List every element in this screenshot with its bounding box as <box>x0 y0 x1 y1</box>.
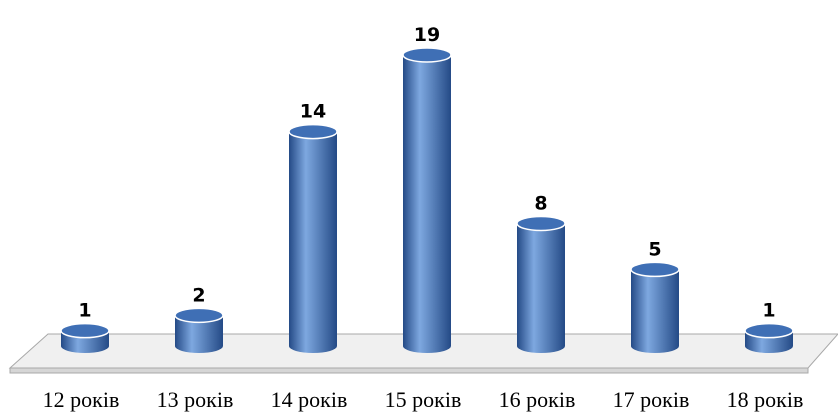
data-label: 1 <box>762 300 775 322</box>
chart-floor-edge <box>9 367 809 374</box>
data-label: 1 <box>78 300 91 322</box>
bar-4 <box>516 215 566 353</box>
bar-2 <box>288 123 338 353</box>
bar-body <box>403 55 451 353</box>
bar-body <box>631 269 679 353</box>
bar-3 <box>402 47 452 353</box>
bar-body <box>175 315 223 353</box>
x-tick-label: 12 років <box>43 387 120 412</box>
data-label: 8 <box>534 192 547 214</box>
data-label: 2 <box>192 284 205 306</box>
bar-top <box>630 261 680 278</box>
bar-5 <box>630 261 680 353</box>
x-tick-label: 15 років <box>385 387 462 412</box>
x-tick-label: 16 років <box>499 387 576 412</box>
bar-1 <box>174 307 224 353</box>
x-tick-label: 18 років <box>727 387 804 412</box>
bar-top <box>60 322 110 339</box>
bar-top <box>288 123 338 140</box>
data-label: 19 <box>414 24 440 46</box>
bar-6 <box>744 322 794 353</box>
bar-body <box>517 223 565 353</box>
bar-top <box>174 307 224 324</box>
bar-body <box>289 131 337 353</box>
data-label: 14 <box>300 101 326 123</box>
x-tick-label: 13 років <box>157 387 234 412</box>
x-tick-label: 14 років <box>271 387 348 412</box>
x-tick-label: 17 років <box>613 387 690 412</box>
bar-top <box>744 322 794 339</box>
bar-top <box>516 215 566 232</box>
bar-top <box>402 47 452 63</box>
data-label: 5 <box>648 238 661 260</box>
bar-0 <box>60 322 110 353</box>
